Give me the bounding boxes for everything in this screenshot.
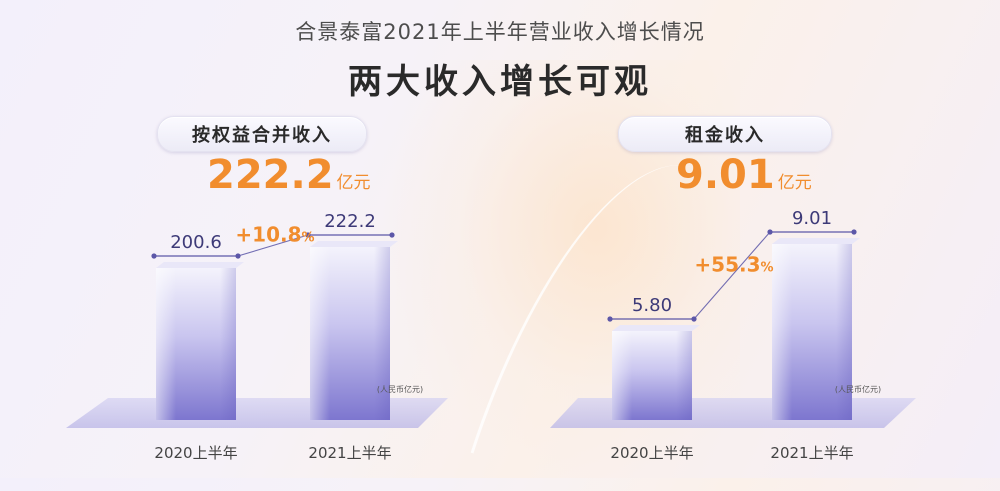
- chart-2-floor: [550, 398, 916, 428]
- chart-1-total-value: 222.2: [207, 152, 334, 198]
- chart-1-unit-note: (人民币亿元): [377, 384, 423, 394]
- chart-1-title: 按权益合并收入: [192, 125, 332, 146]
- charts-svg: 200.6 2020上半年 222.2 2021上半年 +10.8% (人民币亿元) 5.…: [66, 208, 916, 462]
- chart-1-bar-2-shade: [310, 247, 390, 420]
- chart-1-bar-1-dot-left: [151, 253, 157, 259]
- chart-1-title-pill: 按权益合并收入: [157, 116, 367, 152]
- chart-1-total-unit: 亿元: [336, 173, 371, 193]
- page-headline: 两大收入增长可观: [348, 62, 652, 102]
- chart-2-bar-2-dot-right: [851, 229, 857, 235]
- chart-2-value-label-1: 5.80: [632, 295, 672, 316]
- chart-1-total: 222.2 亿元: [207, 152, 371, 198]
- chart-2-bar-2-top: [772, 238, 860, 244]
- chart-1-category-label-1: 2020上半年: [154, 444, 237, 462]
- chart-1-bar-2-top: [310, 241, 398, 247]
- chart-1-growth-label: +10.8%: [235, 223, 314, 247]
- chart-2-total: 9.01 亿元: [676, 152, 812, 198]
- chart-2-bar-2-shade: [772, 244, 852, 420]
- chart-1-value-label-2: 222.2: [324, 211, 376, 232]
- chart-2-connector: [693, 231, 771, 320]
- chart-2-unit-note: (人民币亿元): [835, 384, 881, 394]
- chart-2-bar-1-top: [612, 325, 700, 331]
- chart-2-title-pill: 租金收入: [618, 116, 832, 152]
- chart-1-bar-1-shade: [156, 268, 236, 420]
- chart-2-bar-1-shade: [612, 331, 692, 420]
- chart-2-growth-label: +55.3%: [694, 253, 773, 277]
- chart-2-total-value: 9.01: [676, 152, 775, 198]
- chart-1-value-label-1: 200.6: [170, 232, 222, 253]
- chart-1-plot: 200.6 2020上半年 222.2 2021上半年 +10.8% (人民币亿元): [151, 211, 423, 462]
- chart-1-connector: [237, 234, 309, 257]
- chart-1-floor: [66, 398, 448, 428]
- chart-1-bar-1-top: [156, 262, 244, 268]
- chart-1-bar-2-dot-right: [389, 232, 395, 238]
- chart-2-category-label-1: 2020上半年: [610, 444, 693, 462]
- chart-2-value-label-2: 9.01: [792, 208, 832, 229]
- page-title: 合景泰富2021年上半年营业收入增长情况: [295, 20, 705, 44]
- chart-2-plot: 5.80 2020上半年 9.01 2021上半年 +55.3% (人民币亿元): [607, 208, 881, 462]
- chart-2-bar-1-dot-left: [607, 316, 613, 322]
- chart-2-category-label-2: 2021上半年: [770, 444, 853, 462]
- chart-1-category-label-2: 2021上半年: [308, 444, 391, 462]
- chart-1-bar-1-dot-right: [235, 253, 241, 259]
- chart-2-total-unit: 亿元: [777, 173, 812, 193]
- chart-2-title: 租金收入: [685, 125, 765, 146]
